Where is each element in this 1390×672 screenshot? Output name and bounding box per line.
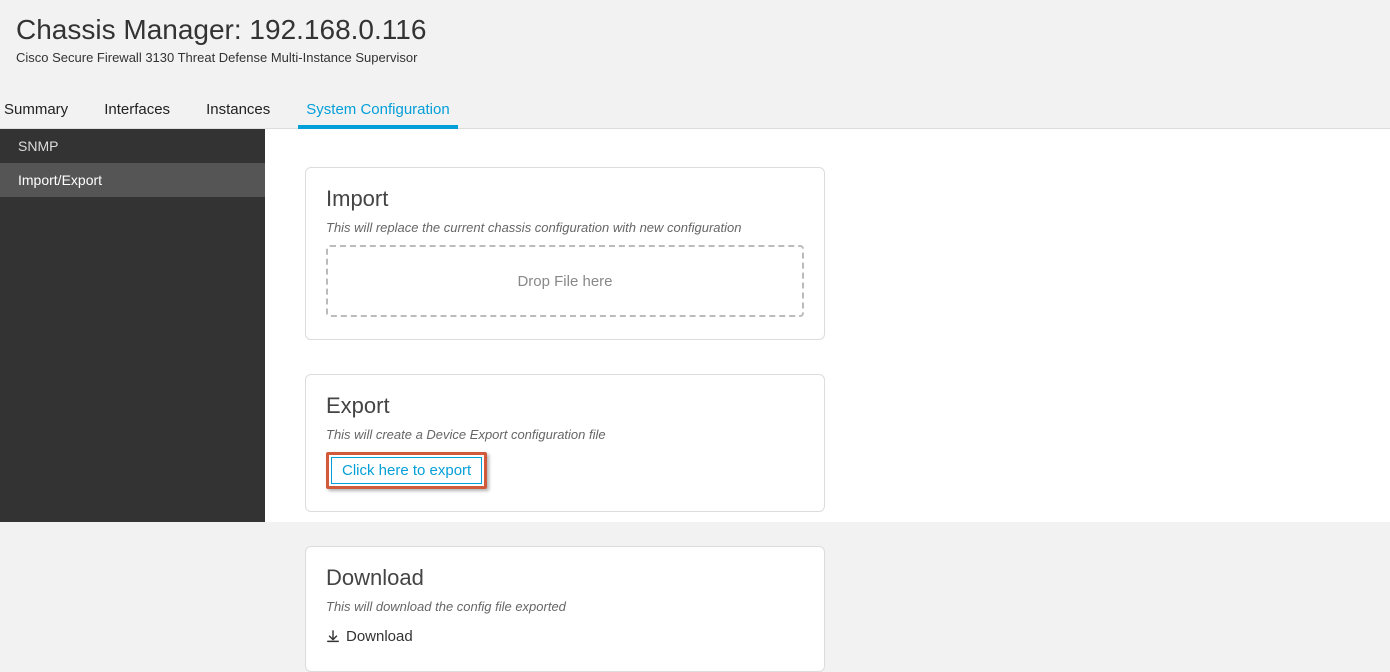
import-card: Import This will replace the current cha… [305,167,825,340]
tab-system-configuration[interactable]: System Configuration [306,93,467,128]
export-card: Export This will create a Device Export … [305,374,825,512]
page-title: Chassis Manager: 192.168.0.116 [16,14,1374,46]
import-title: Import [326,186,804,212]
import-dropzone[interactable]: Drop File here [326,245,804,317]
download-desc: This will download the config file expor… [326,599,804,614]
download-title: Download [326,565,804,591]
export-link[interactable]: Click here to export [331,457,482,484]
tab-instances[interactable]: Instances [206,93,288,128]
download-icon [326,630,340,644]
sidebar: SNMP Import/Export [0,129,265,522]
tab-summary[interactable]: Summary [4,93,86,128]
sidebar-item-snmp[interactable]: SNMP [0,129,265,163]
content-area: Import This will replace the current cha… [265,129,1390,522]
download-link[interactable]: Download [326,628,413,645]
export-title: Export [326,393,804,419]
export-desc: This will create a Device Export configu… [326,427,804,442]
page-subtitle: Cisco Secure Firewall 3130 Threat Defens… [16,50,1374,65]
tab-interfaces[interactable]: Interfaces [104,93,188,128]
download-card: Download This will download the config f… [305,546,825,672]
tab-bar: Summary Interfaces Instances System Conf… [0,93,1390,129]
import-desc: This will replace the current chassis co… [326,220,804,235]
download-link-label: Download [346,628,413,645]
export-link-highlight: Click here to export [326,452,487,489]
sidebar-item-import-export[interactable]: Import/Export [0,163,265,197]
